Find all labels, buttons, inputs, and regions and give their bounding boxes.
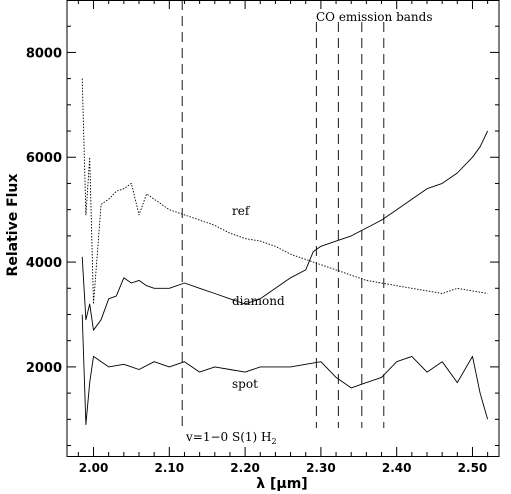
diamond-series-label: diamond (232, 294, 285, 308)
x-tick-label: 2.20 (230, 461, 260, 475)
y-tick-label: 8000 (26, 46, 62, 61)
ref-series-label: ref (232, 204, 251, 218)
series-line-diamond (81, 130, 489, 331)
spot-series-label: spot (232, 377, 258, 391)
co-bands-label: CO emission bands (316, 10, 432, 24)
h2-line-label: v=1−0 S(1) H2 (185, 430, 277, 446)
x-axis-label: λ [μm] (256, 476, 307, 492)
y-axis-label: Relative Flux (5, 174, 21, 277)
y-tick-label: 2000 (26, 361, 62, 376)
series-line-ref (81, 78, 488, 305)
series-line-spot (81, 314, 489, 426)
y-tick-label: 4000 (26, 256, 62, 271)
x-tick-label: 2.10 (155, 461, 185, 475)
y-tick-label: 6000 (26, 151, 62, 166)
h2-line-label-main: v=1−0 S(1) H (185, 430, 271, 444)
h2-line-label-sub: 2 (271, 437, 276, 446)
x-tick-label: 2.50 (458, 461, 488, 475)
x-tick-label: 2.40 (382, 461, 412, 475)
x-tick-label: 2.00 (79, 461, 109, 475)
plot-frame (66, 0, 500, 457)
x-tick-label: 2.30 (306, 461, 336, 475)
